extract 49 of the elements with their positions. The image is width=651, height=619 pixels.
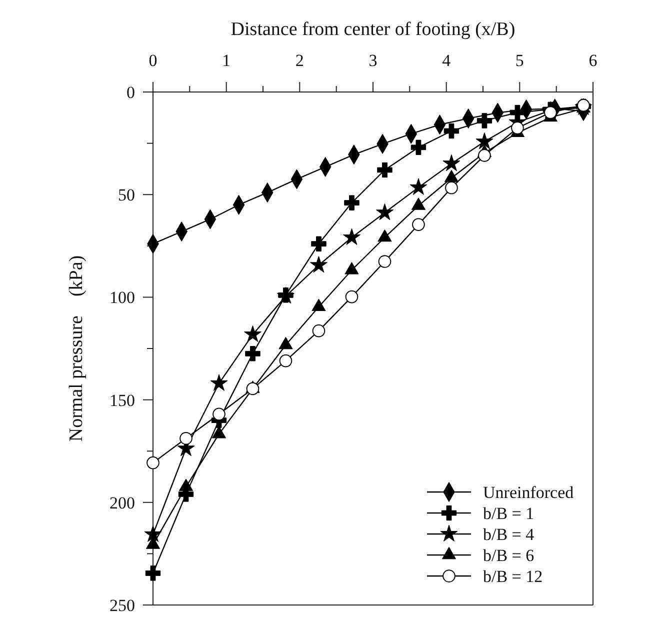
x-tick-label: 2 — [295, 51, 304, 70]
legend-label: b/B = 4 — [483, 524, 535, 544]
y-tick-label: 200 — [110, 493, 135, 512]
point — [246, 382, 260, 396]
y-axis-title: Normal pressure (kPa) — [66, 255, 87, 442]
y-tick-label: 100 — [110, 288, 135, 308]
x-tick-label: 5 — [515, 51, 524, 70]
point — [445, 181, 458, 194]
point — [410, 140, 426, 155]
y-tick-label: 0 — [126, 82, 135, 102]
point — [146, 456, 160, 470]
point — [312, 324, 326, 338]
y-tick-label: 250 — [110, 596, 135, 615]
point — [311, 236, 326, 252]
point — [212, 408, 226, 421]
point — [342, 228, 360, 245]
point — [376, 203, 394, 220]
y-tick-label: 50 — [118, 186, 135, 205]
point — [344, 195, 360, 210]
point — [378, 255, 392, 268]
y-tick-label: 150 — [110, 390, 135, 410]
point — [244, 325, 262, 342]
legend-label: b/B = 12 — [483, 566, 543, 586]
point — [478, 149, 491, 162]
x-tick-label: 3 — [368, 51, 378, 70]
x-tick-label: 1 — [222, 51, 231, 70]
point — [444, 123, 460, 139]
point — [412, 218, 425, 231]
legend-label: Unreinforced — [483, 482, 574, 502]
point — [476, 132, 494, 150]
x-tick-label: 6 — [588, 51, 598, 70]
point — [511, 122, 524, 134]
point — [144, 525, 162, 542]
point — [442, 154, 460, 172]
point — [377, 162, 392, 178]
point — [145, 566, 161, 581]
x-tick-label: 4 — [442, 51, 452, 70]
point — [345, 290, 358, 304]
point — [279, 354, 292, 368]
x-tick-label: 0 — [148, 51, 158, 70]
legend-label: b/B = 1 — [483, 504, 534, 523]
point — [245, 346, 260, 362]
point — [310, 256, 328, 273]
point — [210, 374, 228, 391]
x-axis-title: Distance from center of footing (x/B) — [230, 19, 516, 40]
point — [410, 178, 428, 195]
point — [180, 432, 192, 445]
legend-label: b/B = 6 — [483, 546, 534, 565]
point — [476, 113, 492, 128]
